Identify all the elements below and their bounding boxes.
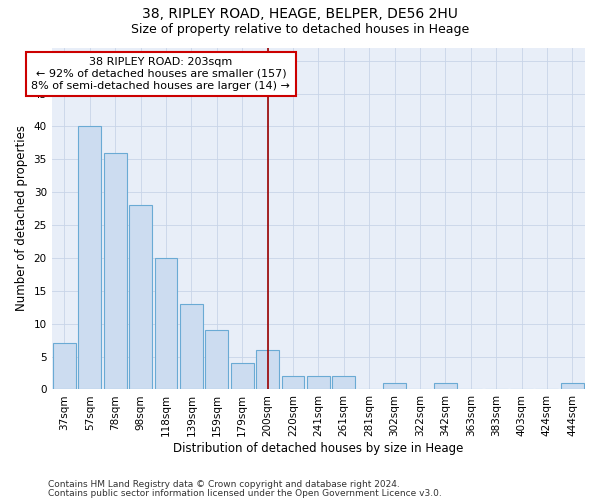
X-axis label: Distribution of detached houses by size in Heage: Distribution of detached houses by size … [173,442,464,455]
Bar [79,126,101,390]
Text: 38, RIPLEY ROAD, HEAGE, BELPER, DE56 2HU: 38, RIPLEY ROAD, HEAGE, BELPER, DE56 2HU [142,8,458,22]
Bar [231,363,254,390]
Bar [383,383,406,390]
Text: Size of property relative to detached houses in Heage: Size of property relative to detached ho… [131,22,469,36]
Text: Contains public sector information licensed under the Open Government Licence v3: Contains public sector information licen… [48,488,442,498]
Bar [561,383,584,390]
Bar [434,383,457,390]
Bar [281,376,304,390]
Bar [307,376,330,390]
Bar [205,330,228,390]
Bar [155,258,178,390]
Bar [104,152,127,390]
Bar [129,206,152,390]
Y-axis label: Number of detached properties: Number of detached properties [15,126,28,312]
Bar [332,376,355,390]
Bar [256,350,279,390]
Text: Contains HM Land Registry data © Crown copyright and database right 2024.: Contains HM Land Registry data © Crown c… [48,480,400,489]
Text: 38 RIPLEY ROAD: 203sqm
← 92% of detached houses are smaller (157)
8% of semi-det: 38 RIPLEY ROAD: 203sqm ← 92% of detached… [31,58,290,90]
Bar [180,304,203,390]
Bar [53,344,76,390]
